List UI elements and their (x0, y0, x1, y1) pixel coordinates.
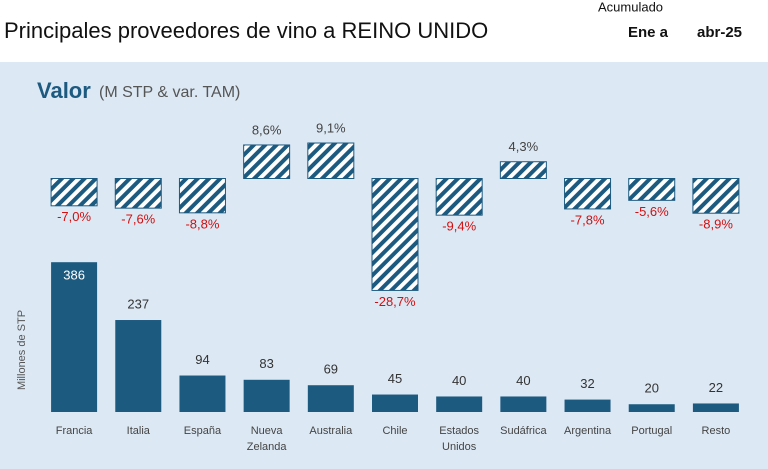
bar (372, 394, 418, 412)
page-title: Principales proveedores de vino a REINO … (4, 18, 488, 43)
bar-value-label: 94 (195, 352, 209, 367)
x-tick-label: Argentina (564, 425, 612, 437)
bar-value-label: 32 (580, 376, 594, 391)
bar (115, 320, 162, 412)
variation-label: 8,6% (252, 122, 282, 137)
bar-value-label: 40 (516, 373, 530, 388)
bar (564, 399, 611, 412)
x-tick-label: Chile (382, 425, 407, 437)
variation-label: -8,8% (185, 216, 219, 231)
bar (628, 404, 675, 412)
period-label: Acumulado (598, 0, 663, 14)
bar-value-label: 83 (259, 356, 273, 371)
bar (692, 403, 739, 412)
bar (51, 262, 98, 412)
variation-label: -8,9% (699, 217, 733, 232)
x-tick-label: Nueva Zelanda (247, 425, 288, 453)
x-tick-label: España (184, 425, 222, 437)
chart-title: Valor (37, 78, 91, 103)
bar-value-label: 386 (63, 268, 85, 283)
x-tick-label: Resto (702, 425, 731, 437)
variation-bar (243, 144, 291, 180)
bar (436, 396, 483, 412)
chart-subtitle: (M STP & var. TAM) (99, 84, 240, 101)
bar-value-label: 20 (644, 381, 658, 396)
variation-bar (564, 178, 612, 210)
variation-bar (435, 178, 483, 216)
variation-bar (50, 178, 98, 207)
variation-bar (178, 178, 226, 214)
x-tick-label: Australia (309, 425, 353, 437)
x-tick-label: Estados Unidos (439, 425, 479, 453)
bar-value-label: 40 (452, 373, 466, 388)
bar-value-label: 69 (324, 362, 338, 377)
variation-label: -9,4% (442, 219, 476, 234)
variation-label: -7,0% (57, 209, 91, 224)
variation-label: -7,6% (121, 212, 155, 227)
x-tick-label: Italia (127, 425, 151, 437)
variation-bar (371, 178, 419, 291)
period-from: Ene a (628, 24, 669, 41)
variation-bar (692, 178, 740, 214)
bar (500, 396, 547, 412)
variation-bar (307, 142, 355, 179)
x-tick-label: Francia (56, 425, 94, 437)
variation-bar (628, 178, 676, 201)
variation-bar (114, 178, 162, 209)
x-tick-label: Sudáfrica (500, 425, 547, 437)
variation-label: -28,7% (374, 294, 416, 309)
variation-label: 9,1% (316, 120, 346, 135)
variation-bar (499, 161, 547, 179)
bar (179, 375, 226, 412)
bar-value-label: 22 (709, 380, 723, 395)
x-tick-label: Portugal (631, 425, 672, 437)
bar-value-label: 45 (388, 371, 402, 386)
bar (243, 379, 290, 412)
variation-label: -5,6% (635, 204, 669, 219)
period-to: abr-25 (697, 24, 742, 41)
bar (307, 385, 354, 412)
y-axis-label: Millones de STP (16, 310, 28, 390)
variation-label: 4,3% (509, 139, 539, 154)
variation-label: -7,8% (571, 212, 605, 227)
bar-value-label: 237 (127, 296, 149, 311)
